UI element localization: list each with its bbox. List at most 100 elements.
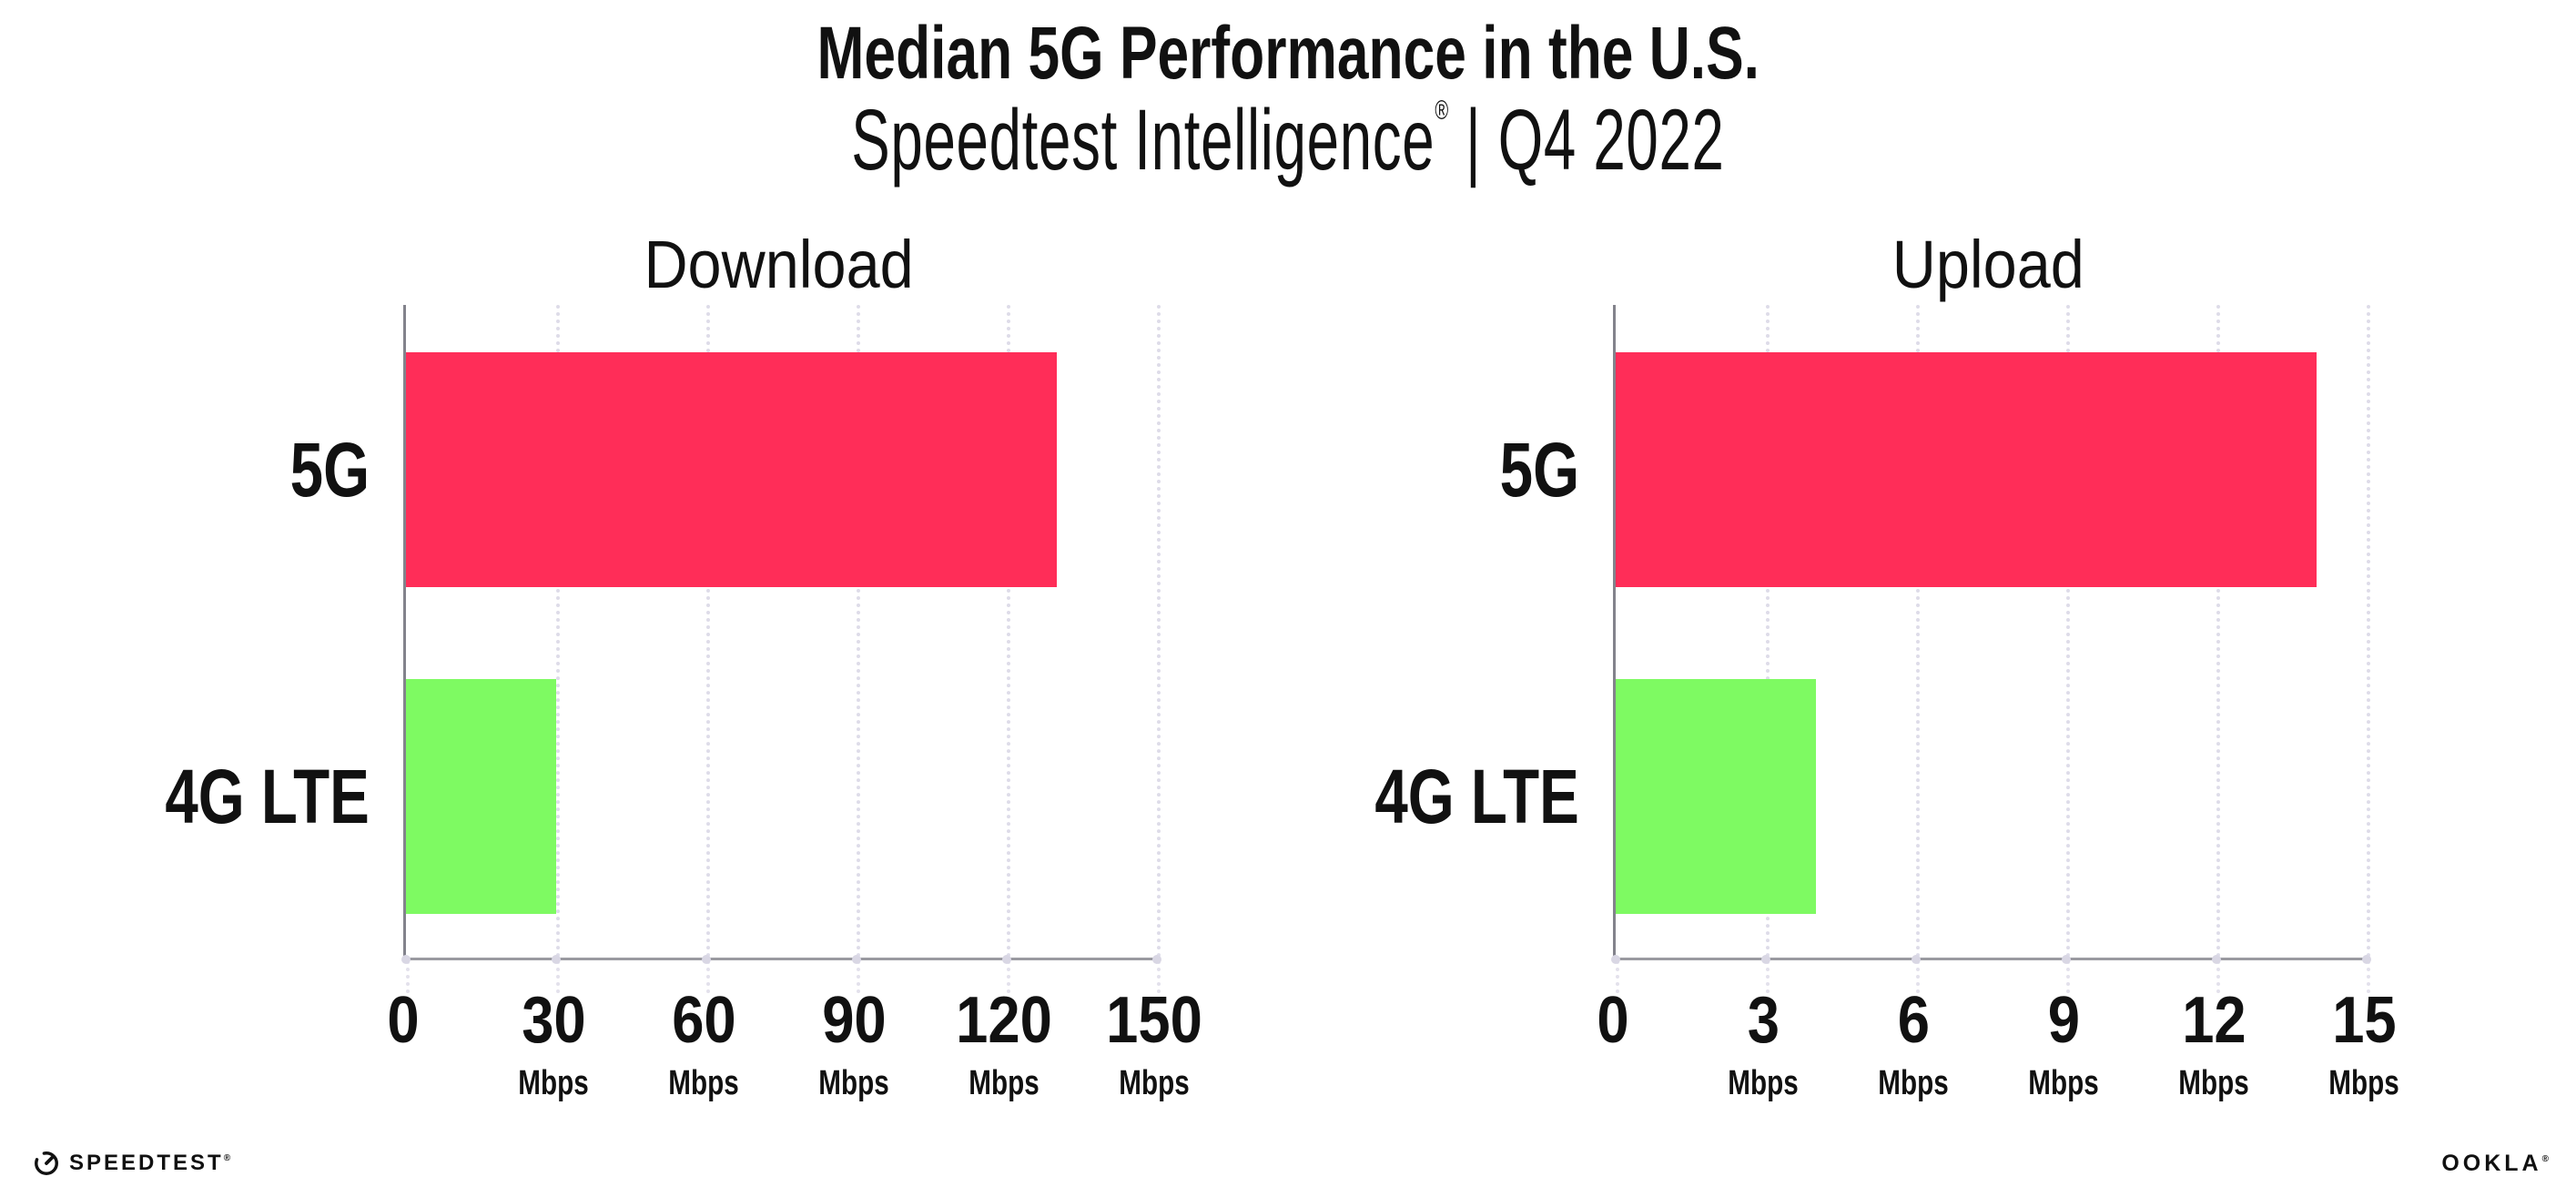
category-label-text: 5G <box>1499 426 1579 512</box>
tick-mark-120-download <box>1007 960 1010 993</box>
axis-dot-60-download <box>702 955 711 964</box>
x-tick-value: 60 <box>671 984 736 1057</box>
x-tick-value: 15 <box>2331 984 2397 1057</box>
x-tick-value: 9 <box>2047 984 2080 1057</box>
tick-mark-0-upload <box>1616 960 1619 993</box>
tick-mark-12-upload <box>2216 960 2220 993</box>
gridline-150-download <box>1157 305 1161 958</box>
speedtest-wordmark: SPEEDTEST® <box>69 1151 231 1175</box>
x-tick-unit: Mbps <box>2028 1064 2099 1102</box>
page-subtitle-text: Speedtest Intelligence® | Q4 2022 <box>851 91 1724 190</box>
upload-chart-title: Upload <box>1891 227 2085 302</box>
x-tick-0-upload: 0 <box>1595 988 1631 1053</box>
speedtest-logo: SPEEDTEST® <box>33 1150 230 1177</box>
x-tick-value: 150 <box>1106 984 1202 1057</box>
ookla-registered-icon: ® <box>2541 1154 2549 1164</box>
x-tick-value: 12 <box>2181 984 2246 1057</box>
x-tick-unit: Mbps <box>518 1064 589 1102</box>
axis-dot-90-download <box>852 955 861 964</box>
download-x-axis: 0 30 Mbps 60 Mbps 90 Mbps 120 Mbps 150 Mbps <box>387 988 1202 1151</box>
gridline-6-upload <box>1916 305 1920 958</box>
tick-mark-3-upload <box>1766 960 1770 993</box>
tick-mark-15-upload <box>2367 960 2370 993</box>
axis-dot-150-download <box>1152 955 1161 964</box>
tick-mark-90-download <box>857 960 860 993</box>
download-chart-panel: Download 5G 4G LTE 0 30 Mbps 60 Mbps 90 Mbps 120… <box>166 226 1202 1151</box>
tick-mark-150-download <box>1157 960 1161 993</box>
ookla-logo: OOKLA® <box>2441 1151 2549 1177</box>
gridline-12-upload <box>2216 305 2220 958</box>
speedtest-registered-icon: ® <box>223 1153 231 1163</box>
gridline-60-download <box>706 305 710 958</box>
upload-chart-panel: Upload 5G 4G LTE 0 3 Mbps 6 Mbps 9 Mbps 12 Mbps 15… <box>1375 226 2399 1151</box>
x-tick-3-upload: 3 Mbps <box>1718 988 1808 1101</box>
x-tick-value: 90 <box>821 984 887 1057</box>
axis-dot-30-download <box>552 955 561 964</box>
x-tick-unit: Mbps <box>818 1064 889 1102</box>
axis-dot-12-upload <box>2212 955 2221 964</box>
download-plot-area: 5G 4G LTE <box>166 305 1161 993</box>
bar-5g-download <box>406 352 1057 587</box>
x-tick-value: 120 <box>956 984 1052 1057</box>
axis-dot-0-download <box>401 955 411 964</box>
x-tick-value: 0 <box>387 984 420 1057</box>
x-tick-9-upload: 9 Mbps <box>2018 988 2108 1101</box>
page-title-text: Median 5G Performance in the U.S. <box>816 12 1760 95</box>
upload-plot-area: 5G 4G LTE <box>1375 305 2371 993</box>
tick-mark-30-download <box>556 960 560 993</box>
page-title: Median 5G Performance in the U.S. <box>0 11 2576 96</box>
x-tick-unit: Mbps <box>1878 1064 1949 1102</box>
gridline-30-download <box>556 305 560 958</box>
x-tick-unit: Mbps <box>2178 1064 2249 1102</box>
x-tick-value: 0 <box>1597 984 1629 1057</box>
x-tick-unit: Mbps <box>1728 1064 1799 1102</box>
upload-x-axis: 0 3 Mbps 6 Mbps 9 Mbps 12 Mbps 15 Mbps <box>1597 988 2399 1151</box>
x-tick-unit: Mbps <box>969 1064 1040 1102</box>
x-tick-30-download: 30 Mbps <box>508 988 598 1101</box>
x-tick-6-upload: 6 Mbps <box>1868 988 1958 1101</box>
x-tick-value: 30 <box>521 984 586 1057</box>
bar-4g-lte-download <box>406 679 556 914</box>
tick-mark-0-download <box>406 960 410 993</box>
x-tick-90-download: 90 Mbps <box>808 988 898 1101</box>
category-label-5g-download: 5G <box>0 352 370 587</box>
x-tick-value: 6 <box>1897 984 1930 1057</box>
category-label-text: 4G LTE <box>165 753 370 839</box>
category-label-4g-lte-download: 4G LTE <box>0 679 370 914</box>
bar-4g-lte-upload <box>1616 679 1816 914</box>
subtitle-period: | Q4 2022 <box>1448 92 1725 188</box>
axis-dot-3-upload <box>1761 955 1770 964</box>
x-tick-12-upload: 12 Mbps <box>2168 988 2258 1101</box>
gridline-15-upload <box>2367 305 2370 958</box>
registered-mark-icon: ® <box>1435 96 1449 126</box>
speedtest-gauge-icon <box>35 1151 58 1175</box>
download-chart-title: Download <box>644 227 914 302</box>
tick-mark-6-upload <box>1916 960 1920 993</box>
category-label-text: 5G <box>289 426 370 512</box>
gridline-120-download <box>1007 305 1010 958</box>
axis-dot-120-download <box>1002 955 1011 964</box>
x-tick-150-download: 150 Mbps <box>1100 988 1209 1101</box>
x-tick-value: 3 <box>1747 984 1780 1057</box>
category-label-5g-upload: 5G <box>1197 352 1579 587</box>
x-tick-60-download: 60 Mbps <box>658 988 748 1101</box>
bar-5g-upload <box>1616 352 2317 587</box>
gridline-90-download <box>857 305 860 958</box>
subtitle-brand: Speedtest Intelligence <box>851 92 1435 188</box>
axis-dot-9-upload <box>2062 955 2071 964</box>
x-tick-120-download: 120 Mbps <box>949 988 1059 1101</box>
x-tick-unit: Mbps <box>1119 1064 1190 1102</box>
x-tick-unit: Mbps <box>668 1064 739 1102</box>
x-tick-15-upload: 15 Mbps <box>2318 988 2409 1101</box>
x-tick-unit: Mbps <box>2328 1064 2399 1102</box>
page-subtitle: Speedtest Intelligence® | Q4 2022 <box>0 91 2576 190</box>
tick-mark-9-upload <box>2066 960 2070 993</box>
axis-dot-6-upload <box>1912 955 1921 964</box>
category-label-text: 4G LTE <box>1374 753 1579 839</box>
x-tick-0-download: 0 <box>385 988 421 1053</box>
tick-mark-60-download <box>706 960 710 993</box>
gridline-9-upload <box>2066 305 2070 958</box>
ookla-wordmark: OOKLA <box>2441 1151 2542 1176</box>
axis-dot-0-upload <box>1611 955 1620 964</box>
